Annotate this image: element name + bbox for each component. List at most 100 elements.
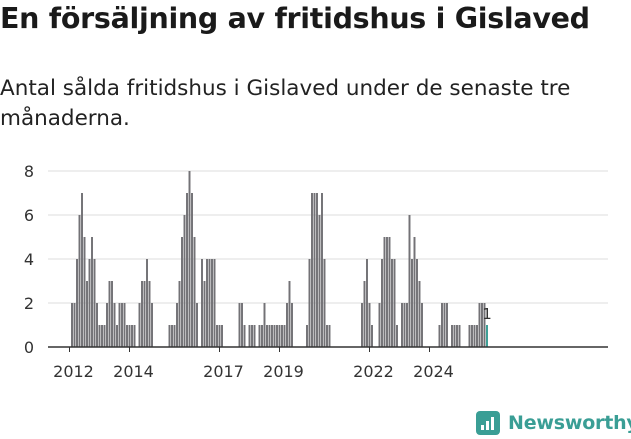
- bar: [323, 259, 326, 347]
- y-tick-label: 6: [24, 206, 34, 225]
- bar: [318, 215, 321, 347]
- bar: [408, 215, 411, 347]
- y-tick-label: 8: [24, 162, 34, 181]
- bar: [96, 303, 98, 347]
- bar: [253, 325, 256, 347]
- bar: [388, 237, 391, 347]
- bar: [206, 259, 208, 347]
- bar: [288, 281, 291, 347]
- bar: [191, 193, 193, 347]
- bar: [378, 303, 381, 347]
- bar: [421, 303, 423, 347]
- bar: [416, 259, 418, 347]
- bar: [313, 193, 316, 347]
- bar: [361, 303, 363, 347]
- bar: [108, 281, 111, 347]
- bar: [266, 325, 268, 347]
- bar: [386, 237, 388, 347]
- bar: [476, 325, 478, 347]
- bar: [366, 259, 368, 347]
- bar: [281, 325, 283, 347]
- bar: [401, 303, 403, 347]
- x-tick-label: 2019: [263, 362, 304, 381]
- bar: [248, 325, 251, 347]
- y-tick-label: 4: [24, 250, 34, 269]
- brand-name: Newsworthy: [508, 412, 631, 434]
- bar: [93, 259, 96, 347]
- bar: [396, 325, 398, 347]
- bar: [171, 325, 173, 347]
- bar: [221, 325, 223, 347]
- bar: [208, 259, 211, 347]
- bar: [328, 325, 331, 347]
- bar: [406, 303, 408, 347]
- bar: [326, 325, 328, 347]
- bar: [133, 325, 136, 347]
- chart-title: En försäljning av fritidshus i Gislaved: [0, 2, 590, 35]
- bar: [468, 325, 471, 347]
- bar: [128, 325, 131, 347]
- bar: [118, 303, 121, 347]
- bar: [173, 325, 176, 347]
- y-axis-ticks: 0 2 4 6 8: [24, 162, 34, 357]
- bar: [193, 237, 196, 347]
- bar: [453, 325, 456, 347]
- bar: [438, 325, 441, 347]
- bar: [81, 193, 83, 347]
- bar: [143, 281, 146, 347]
- bar: [271, 325, 273, 347]
- bar: [76, 259, 78, 347]
- bar: [273, 325, 276, 347]
- y-tick-label: 0: [24, 338, 34, 357]
- bar: [181, 237, 183, 347]
- bar: [186, 193, 188, 347]
- bar: [473, 325, 476, 347]
- newsworthy-logo-icon: [476, 411, 500, 435]
- bar: [381, 259, 383, 347]
- bar: [86, 281, 88, 347]
- bar: [286, 303, 288, 347]
- bar: [148, 281, 151, 347]
- bar: [241, 303, 243, 347]
- bar: [321, 193, 323, 347]
- x-tick-label: 2024: [413, 362, 454, 381]
- bar: [126, 325, 128, 347]
- bar: [268, 325, 271, 347]
- bar: [283, 325, 286, 347]
- bar: [391, 259, 393, 347]
- bar: [276, 325, 278, 347]
- chart-subtitle: Antal sålda fritidshus i Gislaved under …: [0, 76, 571, 131]
- bar: [478, 303, 481, 347]
- gridlines: [48, 170, 608, 304]
- bar: [83, 237, 86, 347]
- bar: [451, 325, 453, 347]
- bar: [121, 303, 123, 347]
- bar: [418, 281, 421, 347]
- bar: [106, 303, 108, 347]
- bar: [201, 259, 203, 347]
- x-tick-label: 2022: [353, 362, 394, 381]
- bar: [211, 259, 213, 347]
- bar: [91, 237, 93, 347]
- bar: [188, 171, 191, 347]
- bar: [368, 303, 371, 347]
- bar: [261, 325, 263, 347]
- bar: [278, 325, 281, 347]
- bar: [291, 303, 293, 347]
- bar: [111, 281, 113, 347]
- bar: [316, 193, 318, 347]
- bar: [176, 303, 178, 347]
- x-tick-label: 2014: [113, 362, 154, 381]
- bar: [481, 303, 483, 347]
- bar: [238, 303, 241, 347]
- bar: [311, 193, 313, 347]
- bar: [308, 259, 311, 347]
- bar: [138, 303, 141, 347]
- bar: [71, 303, 73, 347]
- bar: [103, 325, 106, 347]
- bar: [203, 281, 206, 347]
- x-axis-ticks: 2012 2014 2017 2019 2022 2024: [53, 347, 454, 381]
- bar: [243, 325, 246, 347]
- bar: [403, 303, 406, 347]
- bar: [178, 281, 181, 347]
